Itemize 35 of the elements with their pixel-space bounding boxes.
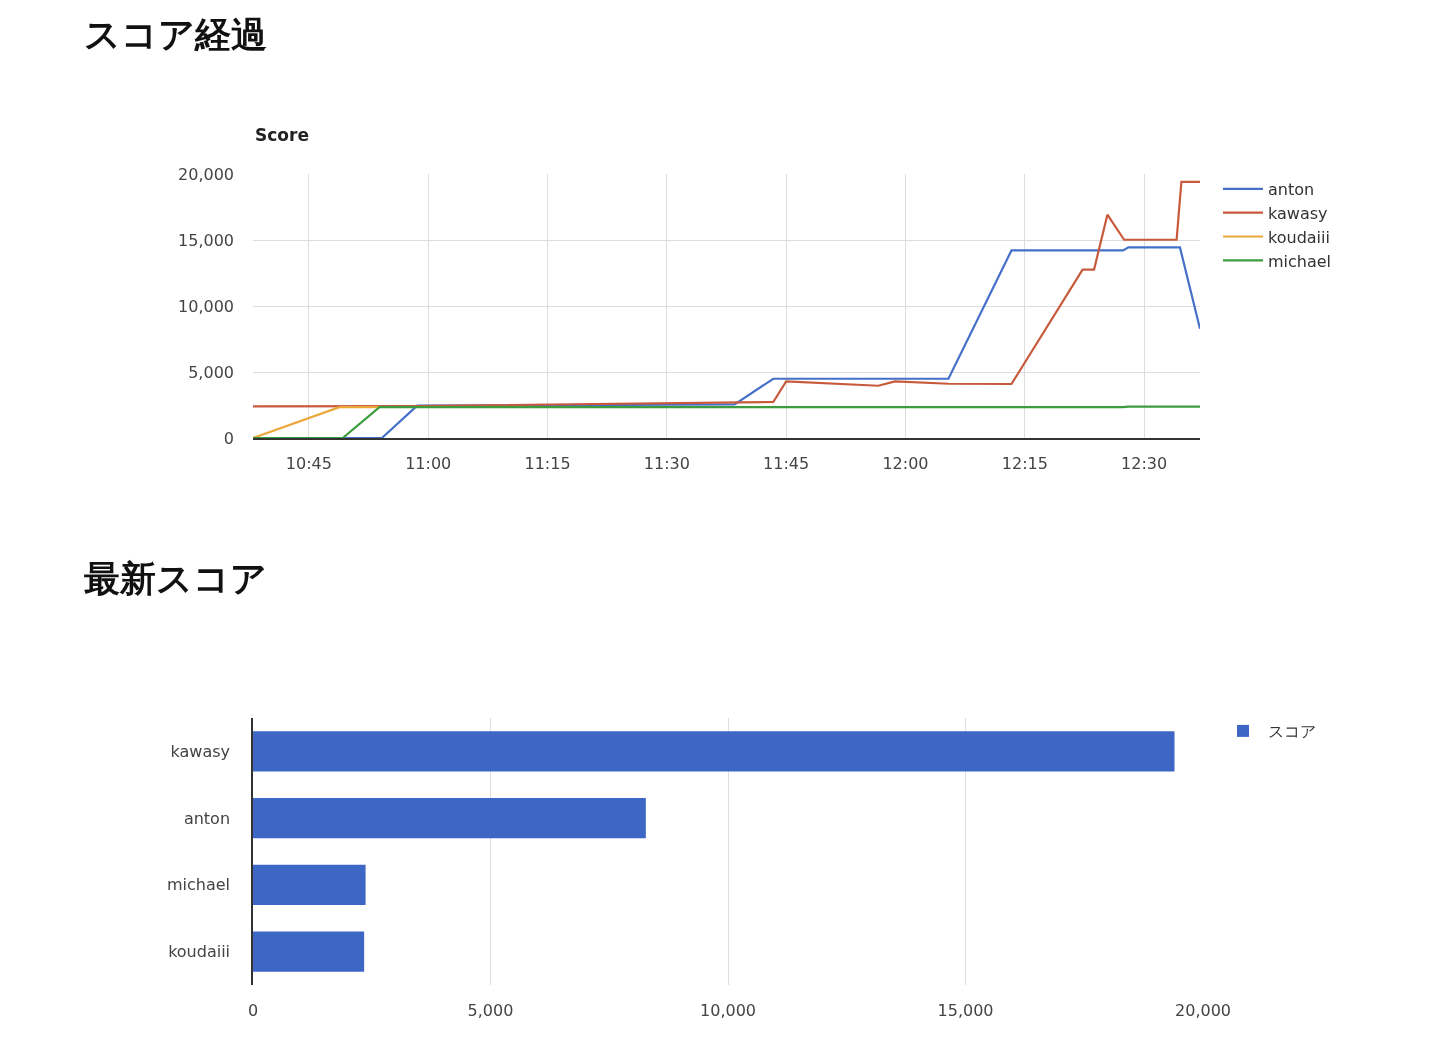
bar: [253, 864, 366, 905]
chart-subtitle: Score: [255, 125, 309, 145]
chart-title: スコア経過: [84, 14, 267, 55]
x-tick-label: 15,000: [937, 1001, 994, 1020]
x-tick-label: 20,000: [1175, 1001, 1231, 1020]
bar: [253, 798, 646, 839]
line-series: [253, 180, 1200, 408]
x-tick-label: 12:15: [1001, 453, 1048, 473]
x-tick-label: 11:45: [763, 453, 810, 473]
y-tick-label: 0: [223, 428, 234, 448]
x-tick-label: 11:15: [524, 453, 571, 473]
legend-label: kawasy: [1268, 203, 1328, 223]
x-tick-label: 10,000: [700, 1001, 756, 1020]
y-tick-label: 15,000: [178, 230, 234, 250]
x-tick-label: 5,000: [467, 1001, 514, 1020]
y-tick-label: anton: [183, 808, 231, 828]
x-tick-label: 11:00: [405, 453, 452, 473]
legend-label: スコア: [1268, 722, 1316, 742]
bar: [253, 731, 1175, 772]
chart-title: 最新スコア: [84, 558, 267, 599]
x-tick-label: 12:00: [882, 453, 929, 473]
y-tick-label: michael: [166, 875, 231, 895]
bar: [253, 931, 365, 972]
x-tick-label: 11:30: [643, 453, 690, 473]
y-tick-label: koudaiii: [168, 942, 231, 962]
y-tick-label: 20,000: [178, 164, 234, 184]
legend-label: koudaiii: [1268, 227, 1330, 247]
y-tick-label: kawasy: [170, 741, 231, 761]
x-tick-label: 10:45: [285, 453, 332, 473]
legend-label: anton: [1268, 180, 1315, 200]
y-tick-label: 5,000: [188, 362, 234, 382]
legend-label: michael: [1268, 251, 1332, 271]
x-tick-label: 0: [247, 1001, 259, 1020]
y-tick-label: 10,000: [178, 296, 234, 316]
x-tick-label: 12:30: [1121, 453, 1168, 473]
